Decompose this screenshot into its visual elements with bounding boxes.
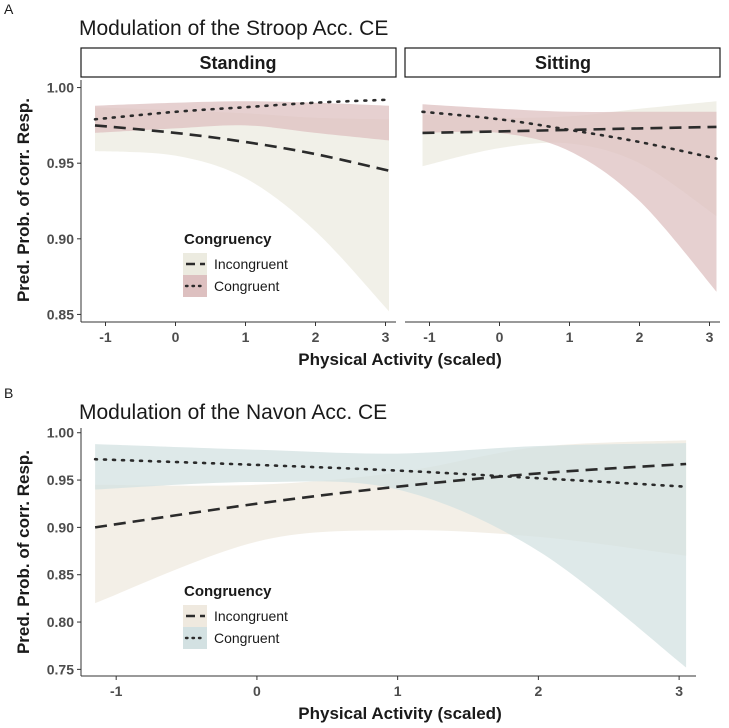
- panel-b: B Modulation of the Navon Acc. CE 0.750.…: [4, 385, 696, 723]
- x-ticks-standing: -1 0 1 2 3: [99, 322, 390, 345]
- legend-label-congruent: Congruent: [214, 630, 279, 646]
- line-congruent-sitting: [421, 110, 718, 160]
- panel-a-letter: A: [4, 1, 14, 17]
- y-tick-label: 0.75: [47, 661, 74, 677]
- ci-band-incongruent-standing: [95, 107, 389, 312]
- x-tick-label: 0: [172, 329, 180, 345]
- x-tick-label: 3: [382, 329, 390, 345]
- y-tick-label: 0.85: [47, 306, 74, 322]
- plot-area-sitting: [421, 101, 718, 292]
- x-tick-label: 1: [566, 329, 574, 345]
- x-tick-label: 3: [675, 683, 683, 699]
- legend-label-incongruent: Incongruent: [214, 256, 288, 272]
- legend-label-incongruent: Incongruent: [214, 608, 288, 624]
- x-tick-label: 0: [496, 329, 504, 345]
- facet-strip-sitting: [404, 47, 721, 78]
- x-tick-label: -1: [110, 683, 123, 699]
- y-tick-label: 0.90: [47, 519, 74, 535]
- x-axis-title: Physical Activity (scaled): [298, 350, 501, 369]
- x-axis-title: Physical Activity (scaled): [298, 704, 501, 723]
- ci-band-congruent-navon: [95, 443, 687, 668]
- facet-strip-standing: [80, 47, 397, 78]
- legend: Congruency Incongruent Congruent: [183, 231, 288, 297]
- panel-b-letter: B: [4, 385, 13, 401]
- panel-b-title: Modulation of the Navon Acc. CE: [79, 401, 387, 424]
- x-tick-label: 3: [706, 329, 714, 345]
- y-tick-label: 1.00: [47, 425, 74, 441]
- y-tick-label: 0.90: [47, 231, 74, 247]
- x-tick-label: 1: [394, 683, 402, 699]
- legend-title: Congruency: [184, 583, 272, 600]
- x-tick-label: 2: [636, 329, 644, 345]
- y-ticks: 0.85 0.90 0.95 1.00: [47, 80, 81, 322]
- line-incongruent-navon: [94, 462, 687, 529]
- facet-label-standing: Standing: [200, 53, 277, 73]
- x-tick-label: 2: [534, 683, 542, 699]
- panel-a-title: Modulation of the Stroop Acc. CE: [79, 17, 388, 40]
- ci-band-congruent-standing: [95, 101, 389, 141]
- x-tick-label: 2: [312, 329, 320, 345]
- legend-title: Congruency: [184, 231, 272, 248]
- legend-label-congruent: Congruent: [214, 278, 279, 294]
- line-congruent-standing: [93, 98, 391, 121]
- plot-area-navon: [93, 440, 688, 668]
- x-ticks-sitting: -1 0 1 2 3: [423, 322, 714, 345]
- y-tick-label: 0.85: [47, 567, 74, 583]
- panel-a: A Modulation of the Stroop Acc. CE Stand…: [4, 1, 721, 369]
- y-tick-label: 0.80: [47, 614, 74, 630]
- x-tick-label: -1: [99, 329, 112, 345]
- facet-label-sitting: Sitting: [535, 53, 591, 73]
- x-tick-label: 0: [253, 683, 261, 699]
- y-ticks: 0.75 0.80 0.85 0.90 0.95 1.00: [47, 425, 81, 677]
- legend: Congruency Incongruent Congruent: [183, 583, 288, 649]
- x-tick-label: -1: [423, 329, 436, 345]
- line-congruent-navon: [93, 457, 688, 488]
- y-tick-label: 1.00: [47, 80, 74, 96]
- y-axis-title: Pred. Prob. of corr. Resp.: [14, 450, 33, 654]
- plot-area-standing: [93, 98, 391, 312]
- x-ticks: -1 0 1 2 3: [110, 676, 683, 699]
- ci-band-congruent-sitting: [422, 104, 717, 292]
- y-tick-label: 0.95: [47, 472, 74, 488]
- y-tick-label: 0.95: [47, 155, 74, 171]
- x-tick-label: 1: [242, 329, 250, 345]
- y-axis-title: Pred. Prob. of corr. Resp.: [14, 98, 33, 302]
